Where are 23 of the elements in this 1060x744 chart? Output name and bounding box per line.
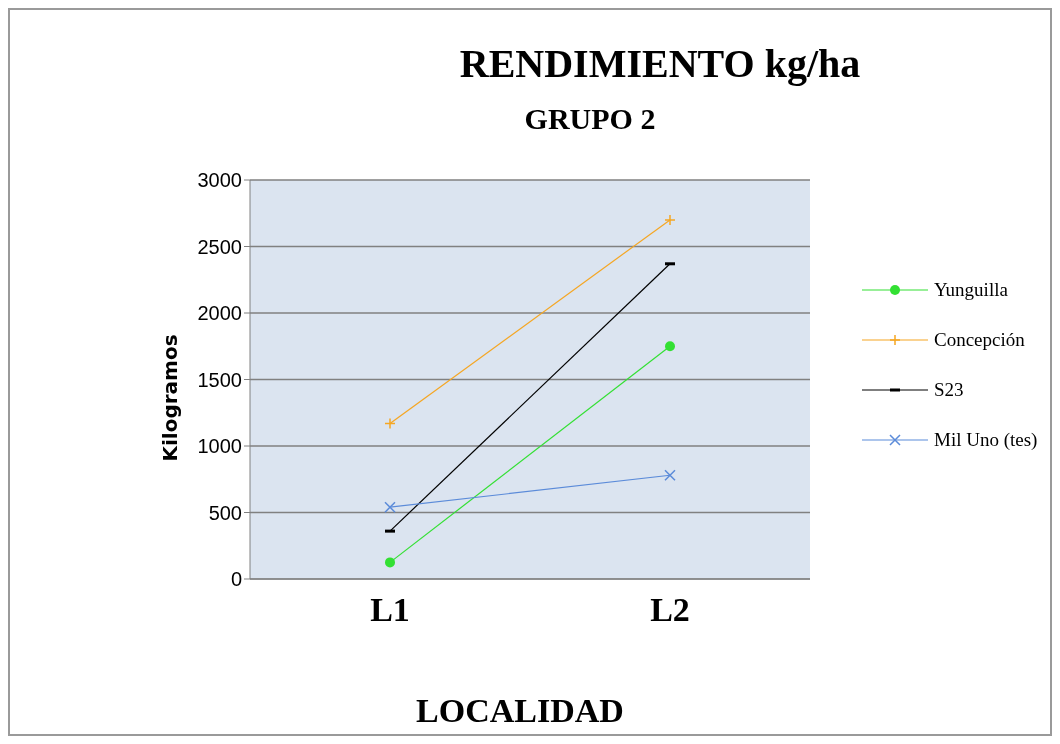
y-tick-label: 500 [208, 501, 242, 524]
chart-subtitle: GRUPO 2 [523, 102, 657, 136]
y-axis-title: Kilogramos [158, 334, 183, 462]
legend-label: Yunguilla [934, 279, 1008, 301]
x-tick-label: L1 [370, 591, 410, 629]
x-tick-label: L2 [650, 591, 690, 629]
legend-label: S23 [934, 379, 964, 401]
point [384, 417, 396, 430]
y-tick-label: 1000 [197, 435, 242, 458]
legend-label: Concepción [934, 329, 1025, 351]
chart-title: RENDIMIENTO kg/ha [458, 40, 862, 87]
y-tick-label: 2000 [197, 302, 242, 325]
y-tick-label: 2500 [197, 235, 242, 258]
x-axis-title: LOCALIDAD [415, 692, 625, 730]
y-tick-label: 0 [230, 568, 242, 591]
point [664, 469, 676, 482]
point [665, 341, 675, 352]
point [664, 214, 676, 226]
y-tick-label: 3000 [197, 169, 242, 192]
point [385, 557, 395, 568]
y-tick-label: 1500 [197, 368, 242, 391]
legend-label: Mil Uno (tes) [934, 429, 1038, 451]
point [384, 501, 396, 513]
